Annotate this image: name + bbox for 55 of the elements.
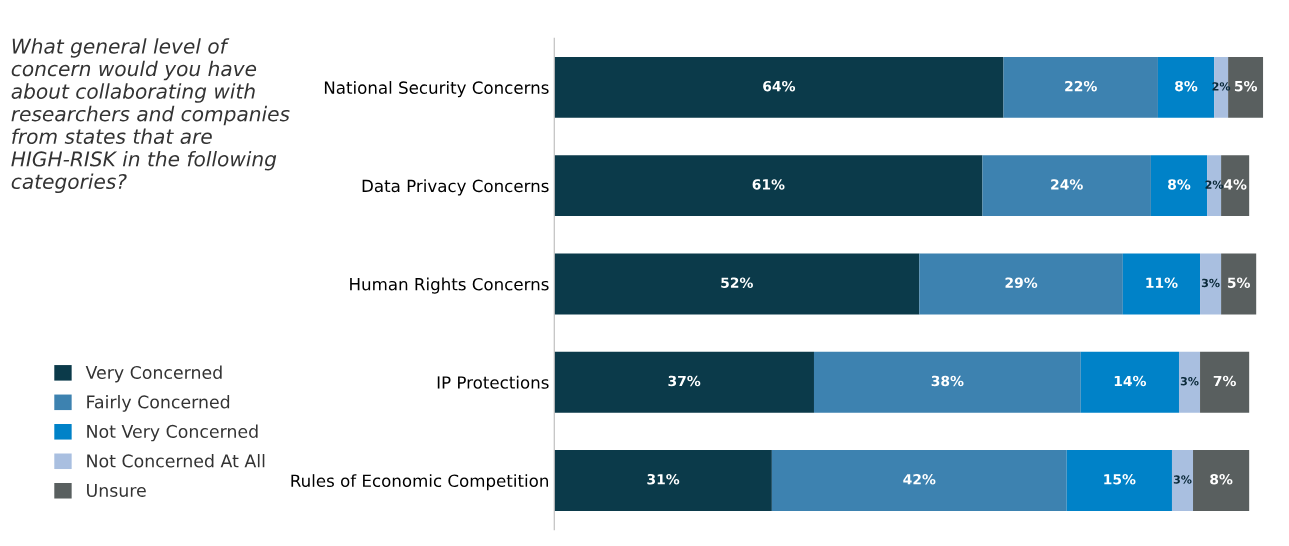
legend-label: Fairly Concerned (87, 395, 230, 412)
data-label: 42% (903, 474, 936, 485)
data-label: 31% (647, 474, 680, 485)
bar (813, 351, 1081, 413)
bar (1228, 56, 1264, 118)
bar (1003, 56, 1158, 118)
y-tick-label: IP Protections (437, 375, 549, 389)
bar (1080, 351, 1179, 413)
legend-label: Not Concerned At All (87, 454, 265, 468)
data-label: 24% (1051, 179, 1083, 190)
data-label: 61% (752, 179, 785, 190)
bar (919, 253, 1123, 315)
legend-label: Not Very Concerned (87, 424, 258, 442)
y-tick-label: Human Rights Concerns (350, 277, 549, 294)
data-label: 5% (1234, 80, 1258, 92)
bar (1066, 450, 1172, 511)
bar (554, 253, 920, 315)
bar (1171, 450, 1194, 511)
data-label: 4% (1223, 179, 1247, 190)
legend-label: Very Concerned (85, 365, 222, 383)
data-label: 8% (1210, 474, 1233, 485)
legend-label: Unsure (87, 484, 146, 497)
bar (1193, 450, 1250, 511)
data-label: 7% (1213, 375, 1236, 387)
data-label: 52% (721, 277, 753, 288)
bar (554, 155, 983, 217)
data-label: 15% (1104, 474, 1136, 485)
bar (554, 351, 814, 413)
data-label: 8% (1168, 179, 1191, 190)
y-tick-label: National Security Concerns (324, 81, 549, 98)
data-label: 22% (1065, 80, 1097, 92)
data-label: 14% (1114, 375, 1147, 387)
bar (1214, 56, 1229, 118)
data-label: 11% (1146, 277, 1178, 288)
bar (1200, 253, 1222, 315)
bar (982, 155, 1151, 217)
bar (554, 450, 772, 511)
data-label: 64% (763, 80, 796, 92)
bar (554, 56, 1004, 118)
bar (1122, 253, 1201, 315)
data-label: 3% (1180, 377, 1199, 386)
data-label: 5% (1227, 277, 1250, 288)
bar (1221, 253, 1257, 315)
data-label: 8% (1175, 80, 1198, 92)
data-label: 29% (1005, 277, 1038, 288)
bar (1178, 351, 1201, 413)
text: What general level of concern would you have about collaborating with researchers and companies from states that are HIGH-RISK in the following categories? (11, 38, 290, 194)
data-label: 38% (931, 375, 964, 387)
data-label: 3% (1201, 278, 1220, 288)
y-tick-label: Rules of Economic Competition (291, 474, 548, 491)
data-label: 37% (668, 375, 701, 387)
y-tick-label: Data Privacy Concerns (362, 179, 549, 196)
bar (1200, 351, 1250, 413)
bar (771, 450, 1067, 511)
data-label: 3% (1173, 475, 1192, 484)
